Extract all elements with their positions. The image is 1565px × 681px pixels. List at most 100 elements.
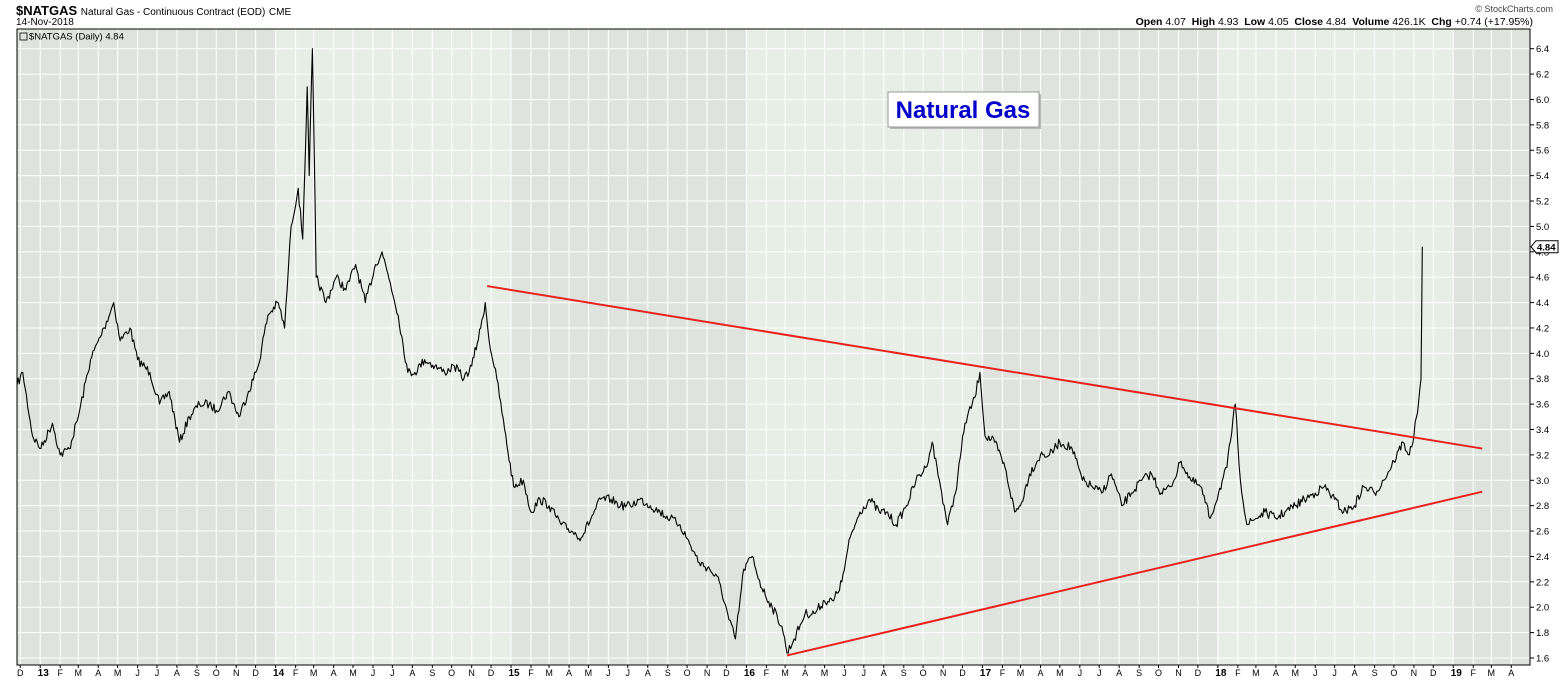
symbol-description: Natural Gas - Continuous Contract (EOD) (80, 7, 266, 18)
x-tick-label: J (390, 668, 395, 678)
x-tick-label: M (75, 668, 83, 678)
y-tick-label: 2.4 (1536, 552, 1549, 563)
x-tick-label: N (233, 668, 240, 678)
y-tick-label: 3.4 (1536, 425, 1549, 436)
annotation-group: $NATGAS (Daily) 4.84 4.84 Natural Gas (19, 32, 1559, 254)
y-tick-label: 3.2 (1536, 450, 1549, 461)
x-tick-label: N (1411, 668, 1418, 678)
x-tick-label: 18 (1215, 668, 1227, 679)
close-value: 4.84 (1325, 16, 1347, 28)
x-tick-label: S (901, 668, 907, 678)
price-line (16, 48, 1423, 654)
x-tick-label: J (371, 668, 376, 678)
y-tick-label: 4.4 (1536, 298, 1549, 309)
x-tick-label: S (1136, 668, 1142, 678)
x-tick-label: A (645, 668, 651, 678)
x-tick-label: M (545, 668, 553, 678)
x-tick-label: M (585, 668, 593, 678)
y-tick-label: 2.8 (1536, 501, 1549, 512)
x-tick-label: 19 (1451, 668, 1463, 679)
x-tick-label: F (764, 668, 770, 678)
x-tick-label: M (114, 668, 122, 678)
x-tick-label: 16 (744, 668, 756, 679)
y-tick-label: 4.6 (1536, 273, 1549, 284)
open-label: Open (1135, 16, 1163, 28)
x-tick-label: O (1390, 668, 1397, 678)
y-tick-label: 4.2 (1536, 323, 1549, 334)
x-tick-label: J (1332, 668, 1337, 678)
y-tick-label: 6.4 (1536, 44, 1549, 55)
y-tick-label: 2.2 (1536, 577, 1549, 588)
price-series (16, 48, 1423, 654)
y-tick-label: 5.2 (1536, 197, 1549, 208)
volume-value: 426.1K (1392, 16, 1426, 28)
y-tick-label: 5.0 (1536, 222, 1549, 233)
x-tick-label: D (1195, 668, 1202, 678)
y-tick-label: 6.2 (1536, 70, 1549, 81)
x-tick-label: A (1352, 668, 1358, 678)
y-tick-label: 4.0 (1536, 349, 1549, 360)
x-tick-label: A (566, 668, 572, 678)
x-tick-label: M (310, 668, 318, 678)
x-tick-label: M (1291, 668, 1299, 678)
y-tick-label: 3.0 (1536, 476, 1549, 487)
x-tick-label: F (528, 668, 534, 678)
low-label: Low (1244, 16, 1266, 28)
high-value: 4.93 (1217, 16, 1239, 28)
last-value-label: 4.84 (1537, 243, 1556, 254)
x-tick-label: M (1252, 668, 1260, 678)
x-tick-label: A (802, 668, 808, 678)
chg-value: +0.74 (+17.95%) (1454, 16, 1533, 28)
x-tick-label: N (704, 668, 711, 678)
x-tick-label: A (1273, 668, 1279, 678)
y-tick-label: 5.6 (1536, 146, 1549, 157)
x-tick-label: O (684, 668, 691, 678)
x-tick-label: M (821, 668, 829, 678)
x-tick-label: S (194, 668, 200, 678)
x-tick-label: A (1508, 668, 1514, 678)
x-tick-label: D (488, 668, 495, 678)
chart-symbol: $NATGAS Natural Gas - Continuous Contrac… (16, 3, 291, 18)
x-tick-label: S (1372, 668, 1378, 678)
x-tick-label: 15 (508, 668, 520, 679)
x-tick-label: F (1470, 668, 1476, 678)
x-tick-label: A (331, 668, 337, 678)
x-tick-label: M (1017, 668, 1025, 678)
high-label: High (1191, 16, 1216, 28)
x-tick-label: D (723, 668, 730, 678)
x-tick-label: F (1000, 668, 1006, 678)
x-tick-label: J (862, 668, 867, 678)
trendlines (486, 285, 1483, 657)
x-tick-label: M (1488, 668, 1496, 678)
x-tick-label: D (17, 668, 24, 678)
x-tick-label: D (1430, 668, 1437, 678)
volume-label: Volume (1352, 16, 1390, 28)
y-tick-label: 6.0 (1536, 95, 1549, 106)
lower-trendline (786, 490, 1483, 657)
axes: 1.6 1.8 2.0 2.2 2.4 2.6 2.8 3.0 3.2 3.4 3.6 3.8 4.0 4… (16, 28, 1549, 679)
x-tick-label: A (174, 668, 180, 678)
y-tick-label: 3.8 (1536, 374, 1549, 385)
series-label: $NATGAS (Daily) 4.84 (29, 32, 124, 43)
x-tick-label: J (1097, 668, 1102, 678)
x-tick-label: J (1078, 668, 1083, 678)
upper-trendline (486, 285, 1483, 450)
symbol-text: $NATGAS (16, 3, 78, 18)
y-tick-label: 2.6 (1536, 527, 1549, 538)
x-tick-label: J (842, 668, 847, 678)
annotation-text: Natural Gas (896, 97, 1031, 124)
close-label: Close (1294, 16, 1324, 28)
last-value-marker (1530, 240, 1559, 254)
annotation-box (887, 91, 1040, 128)
x-tick-label: A (1116, 668, 1122, 678)
x-tick-label: 14 (273, 668, 285, 679)
chart-date: 14-Nov-2018 (16, 17, 74, 28)
x-tick-label: A (881, 668, 887, 678)
x-tick-label: O (920, 668, 927, 678)
x-tick-label: M (781, 668, 789, 678)
x-tick-label: 17 (980, 668, 992, 679)
quote-summary: Open 4.07 High 4.93 Low 4.05 Close 4.84 … (1136, 16, 1533, 28)
x-tick-label: J (155, 668, 160, 678)
x-tick-label: F (1235, 668, 1241, 678)
